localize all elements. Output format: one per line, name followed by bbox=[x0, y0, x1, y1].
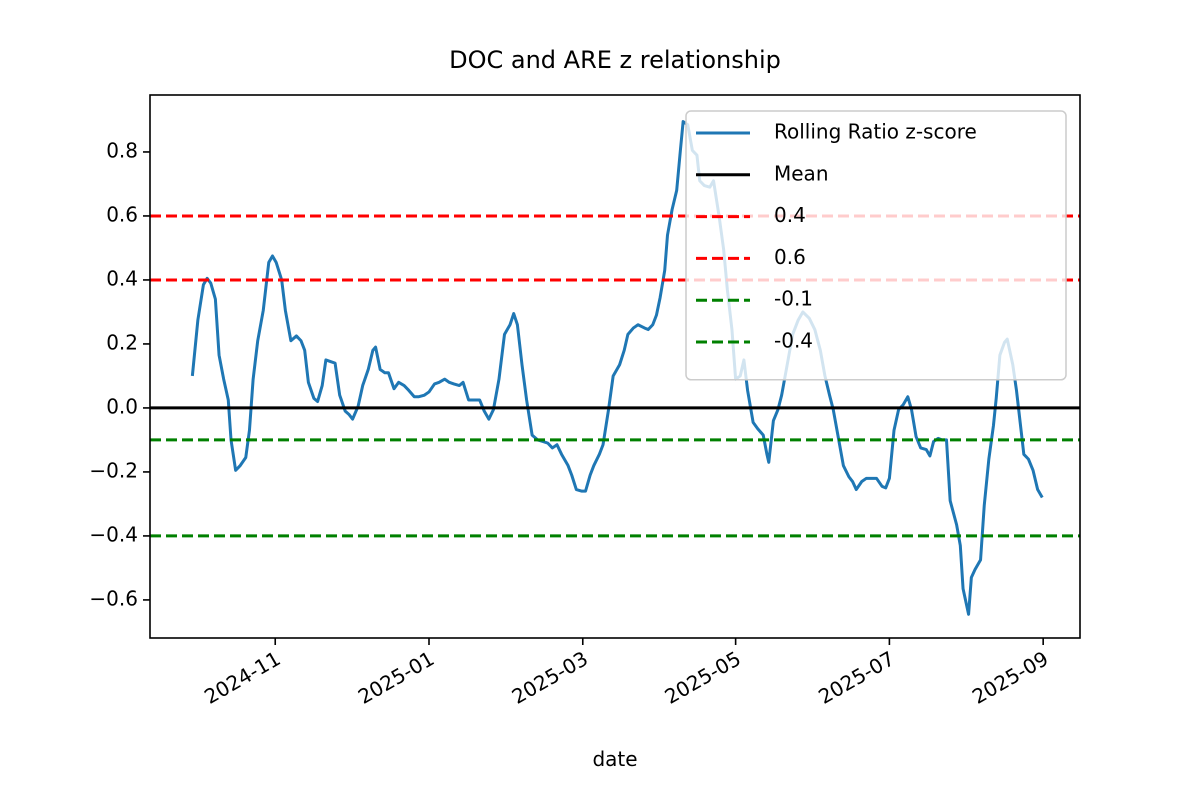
chart-title: DOC and ARE z relationship bbox=[449, 46, 781, 74]
x-axis-label: date bbox=[592, 747, 637, 771]
y-tick-label: 0.0 bbox=[106, 394, 138, 418]
legend-label: -0.1 bbox=[774, 287, 813, 311]
legend-label: 0.4 bbox=[774, 203, 806, 227]
legend: Rolling Ratio z-score Mean 0.4 0.6 -0.1 -0.4 bbox=[685, 110, 1067, 381]
legend-label: -0.4 bbox=[774, 329, 813, 353]
y-tick-label: 0.6 bbox=[106, 202, 138, 226]
y-tick-label: 0.4 bbox=[106, 266, 138, 290]
y-tick-label: −0.2 bbox=[89, 458, 138, 482]
y-tick-label: −0.4 bbox=[89, 522, 138, 546]
y-tick-label: −0.6 bbox=[89, 586, 138, 610]
legend-label: Mean bbox=[774, 161, 829, 185]
y-tick-label: 0.8 bbox=[106, 138, 138, 162]
legend-label: 0.6 bbox=[774, 245, 806, 269]
plot-area bbox=[150, 120, 1080, 616]
y-tick-label: 0.2 bbox=[106, 330, 138, 354]
axes-frame bbox=[149, 94, 1081, 639]
legend-label: Rolling Ratio z-score bbox=[774, 120, 977, 144]
legend-box bbox=[685, 110, 1067, 381]
